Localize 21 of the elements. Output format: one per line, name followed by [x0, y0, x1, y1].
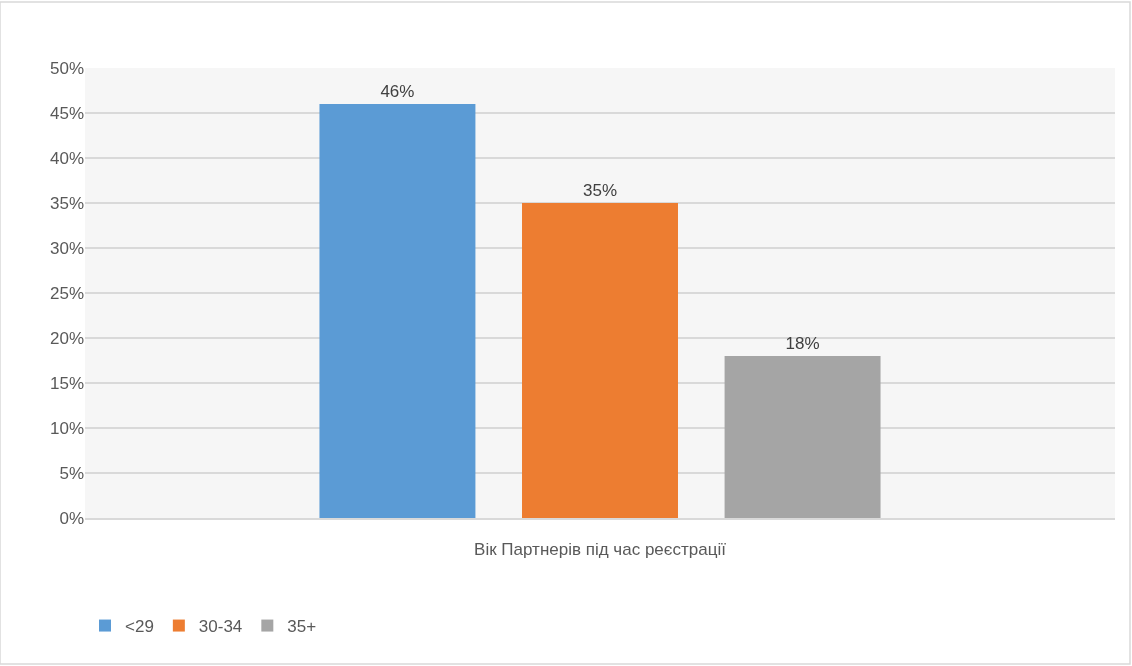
- y-tick-label: 45%: [49, 103, 84, 123]
- y-tick-label: 25%: [49, 283, 84, 303]
- legend-label: <29: [125, 617, 154, 637]
- legend-label: 30-34: [198, 617, 243, 637]
- y-tick-label: 20%: [49, 328, 84, 348]
- bar: [522, 203, 678, 518]
- data-label: 46%: [380, 82, 415, 101]
- y-tick-label: 10%: [49, 418, 84, 438]
- y-tick-label: 50%: [49, 58, 84, 78]
- y-tick-label: 15%: [49, 373, 84, 393]
- legend-label: 35+: [287, 617, 317, 637]
- y-tick-label: 0%: [59, 508, 84, 528]
- x-tick-label: Вік Партнерів під час реєстрації: [474, 540, 727, 560]
- bar: [724, 356, 881, 518]
- y-tick-label: 40%: [49, 148, 84, 168]
- y-tick-label: 30%: [49, 238, 84, 258]
- y-tick-label: 35%: [49, 193, 84, 213]
- y-tick-label: 5%: [59, 463, 84, 483]
- data-label: 35%: [582, 181, 618, 200]
- data-label: 18%: [785, 334, 820, 353]
- bar: [319, 104, 476, 518]
